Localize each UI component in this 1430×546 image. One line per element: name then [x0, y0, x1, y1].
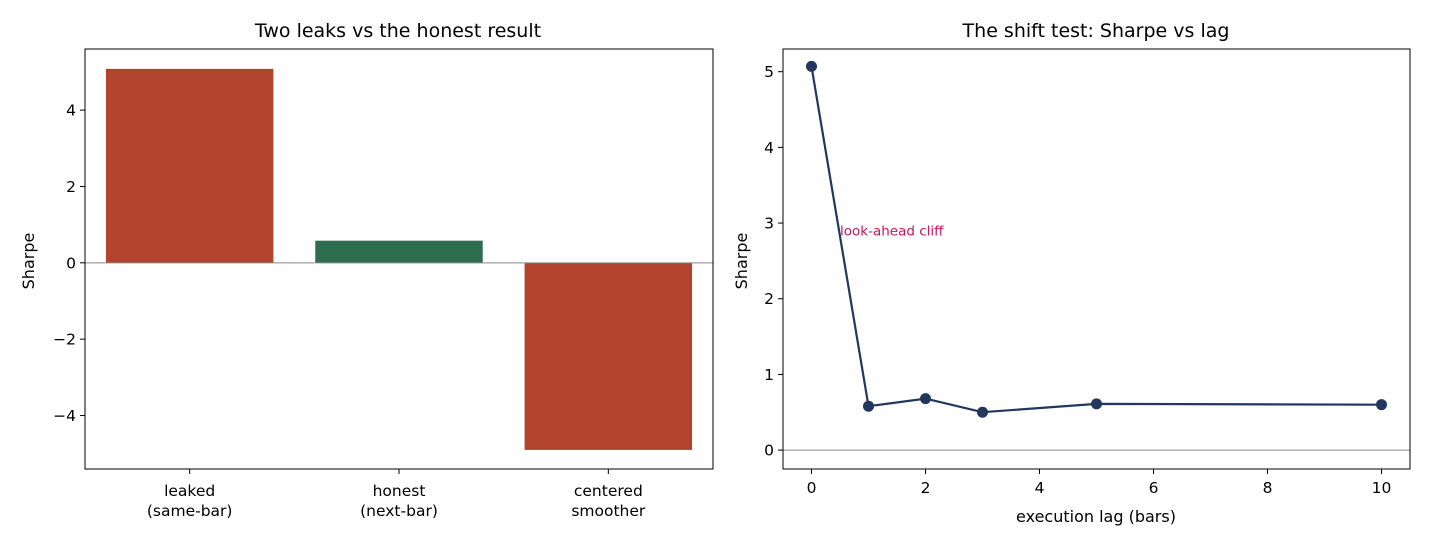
x-tick-label-5: 10	[1372, 479, 1392, 497]
axes-frame	[84, 48, 714, 470]
x-tick-label-4: 8	[1263, 479, 1273, 497]
x-tick-label-2-1: smoother	[571, 502, 646, 520]
y-tick-label-3: 3	[764, 215, 774, 233]
y-tick-label-3: 2	[66, 178, 76, 196]
data-point-3	[977, 406, 988, 418]
data-point-0	[806, 60, 817, 72]
y-tick-label-1: 1	[764, 366, 774, 384]
line-chart-panel: The shift test: Sharpe vs lag look-ahead…	[732, 20, 1411, 526]
bar-2	[524, 262, 693, 450]
x-tick-label-1-0: honest	[373, 482, 426, 500]
line-chart-y-axis-label: Sharpe	[732, 233, 751, 290]
annotation-look-ahead-cliff: look-ahead cliff	[840, 223, 944, 239]
bar-0	[105, 68, 274, 263]
bar-chart-plot-area: leaked (same-bar) honest (next-bar) centered…	[53, 48, 714, 520]
y-tick-label-5: 5	[764, 63, 774, 81]
line-chart-title: The shift test: Sharpe vs lag	[962, 20, 1230, 42]
y-tick-label-4: 4	[764, 139, 774, 157]
axes-frame	[782, 48, 1411, 470]
bar-chart-y-axis-label: Sharpe	[19, 233, 38, 290]
y-tick-label-2: 0	[66, 254, 76, 272]
y-tick-label-1: −2	[53, 331, 76, 349]
y-tick-label-2: 2	[764, 290, 774, 308]
bar-chart-title: Two leaks vs the honest result	[254, 20, 541, 42]
x-tick-label-1-1: (next-bar)	[360, 502, 438, 520]
line-chart-x-axis-label: execution lag (bars)	[1016, 507, 1176, 526]
x-tick-label-0-0: leaked	[164, 482, 215, 500]
y-tick-label-0: 0	[764, 442, 774, 460]
bar-chart-panel: Two leaks vs the honest result leaked (sa…	[19, 20, 714, 520]
x-tick-label-2: 4	[1035, 479, 1045, 497]
data-point-1	[863, 400, 874, 412]
bar-1	[315, 240, 483, 263]
series-line	[810, 66, 1382, 414]
data-point-5	[1376, 399, 1387, 411]
x-tick-label-0-1: (same-bar)	[147, 502, 233, 520]
line-chart-plot-area: look-ahead cliff 0 2 4 6 8 10 0 1 2 3 4 5	[764, 48, 1411, 497]
y-tick-label-4: 4	[66, 102, 76, 120]
x-tick-label-3: 6	[1149, 479, 1159, 497]
x-tick-label-0: 0	[807, 479, 817, 497]
y-tick-label-0: −4	[53, 407, 76, 425]
x-tick-label-1: 2	[921, 479, 931, 497]
data-point-2	[920, 393, 931, 405]
x-tick-label-2-0: centered	[574, 482, 643, 500]
data-point-4	[1091, 398, 1102, 410]
